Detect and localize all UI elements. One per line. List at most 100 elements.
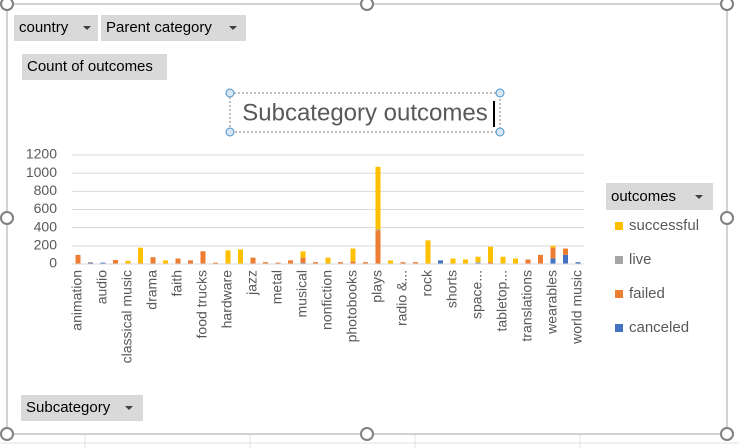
bar-segment xyxy=(513,258,518,264)
chart-handles xyxy=(0,0,734,441)
y-tick-label: 1000 xyxy=(26,164,57,180)
x-tick-label: tabletop... xyxy=(494,270,510,332)
bar-segment xyxy=(338,262,343,264)
x-tick-label: photobooks xyxy=(344,270,360,342)
bar-segment xyxy=(313,262,318,264)
bar-segment xyxy=(463,259,468,264)
bar-segment xyxy=(475,262,481,264)
bar-segment xyxy=(125,260,131,264)
bar-segment xyxy=(400,262,406,264)
axis-field-button[interactable]: Subcategory xyxy=(21,395,143,421)
legend-label: live xyxy=(629,251,652,268)
bar-segment xyxy=(75,254,81,264)
x-tick-label: classical music xyxy=(119,270,135,363)
bar-segment xyxy=(550,245,556,248)
bar-segment xyxy=(213,262,218,264)
bar-segment xyxy=(300,257,306,264)
y-tick-label: 400 xyxy=(34,218,58,234)
bar-segment xyxy=(275,262,281,264)
filter-label: country xyxy=(19,19,69,36)
y-tick-label: 600 xyxy=(34,200,58,216)
bar-segment xyxy=(550,247,556,259)
bar-segment xyxy=(150,257,156,264)
legend-field-button[interactable]: outcomes xyxy=(606,183,713,210)
bar-segment xyxy=(575,262,581,264)
bar-segment xyxy=(563,248,568,255)
bar-segment xyxy=(250,257,256,264)
x-tick-label: world music xyxy=(569,270,585,345)
x-tick-label: audio xyxy=(94,270,110,304)
value-field-label: Count of outcomes xyxy=(27,58,153,75)
legend-swatch xyxy=(615,222,623,230)
x-tick-label: food trucks xyxy=(194,270,210,338)
y-tick-label: 800 xyxy=(34,182,58,198)
bar-segment xyxy=(525,259,531,264)
bar-segment xyxy=(138,247,143,264)
bar-segment xyxy=(300,251,306,258)
bar-segment xyxy=(350,248,356,262)
bar-segment xyxy=(425,240,431,264)
legend-label: failed xyxy=(629,285,665,302)
x-tick-label: nonfiction xyxy=(319,270,335,330)
legend-label: successful xyxy=(629,217,699,234)
bar-segment xyxy=(163,260,168,264)
axis-field-label: Subcategory xyxy=(26,399,111,416)
bar-segment xyxy=(500,256,506,264)
bar-segment xyxy=(238,249,243,264)
bar-segment xyxy=(488,262,493,264)
y-tick-label: 0 xyxy=(49,255,57,271)
bar-segment xyxy=(100,262,106,264)
x-tick-label: animation xyxy=(69,270,85,331)
bar-segment xyxy=(538,254,543,264)
filter-label: Parent category xyxy=(106,19,212,36)
legend-label: canceled xyxy=(629,319,689,336)
chart-title[interactable]: Subcategory outcomes xyxy=(242,99,487,126)
title-selection xyxy=(229,92,501,133)
y-tick-label: 200 xyxy=(34,237,58,253)
bar-segment xyxy=(563,254,568,264)
bar-segment xyxy=(450,258,456,264)
filter-button[interactable]: country xyxy=(14,15,98,41)
bar-segment xyxy=(113,259,118,264)
x-tick-label: plays xyxy=(369,270,385,303)
bar-segment xyxy=(375,166,381,230)
value-field-button[interactable]: Count of outcomes xyxy=(22,54,167,80)
bar-segment xyxy=(188,260,193,264)
bar-segment xyxy=(175,258,181,264)
bar-segment xyxy=(488,246,493,263)
x-tick-label: faith xyxy=(169,270,185,296)
x-tick-label: radio &... xyxy=(394,270,410,326)
bar-segment xyxy=(200,251,206,264)
bar-segment xyxy=(388,260,393,264)
bar-segment xyxy=(375,229,381,231)
x-tick-label: musical xyxy=(294,270,310,317)
x-tick-label: metal xyxy=(269,270,285,304)
filter-button[interactable]: Parent category xyxy=(101,15,246,41)
bar-segment xyxy=(325,257,331,264)
bar-segment xyxy=(263,262,268,264)
bar-segment xyxy=(550,258,556,264)
x-tick-label: space... xyxy=(469,270,485,319)
y-tick-label: 1200 xyxy=(26,146,57,162)
bar-segment xyxy=(438,260,443,264)
bar-segment xyxy=(413,262,418,264)
legend-swatch xyxy=(615,256,623,264)
bar-segment xyxy=(288,260,293,264)
bar-segment xyxy=(88,262,93,264)
bar-segment xyxy=(225,250,231,264)
title-handles xyxy=(225,88,505,137)
bar-segment xyxy=(363,262,368,264)
legend-swatch xyxy=(615,290,623,298)
bar-segment xyxy=(375,230,381,264)
x-tick-label: shorts xyxy=(444,270,460,308)
x-tick-label: translations xyxy=(519,270,535,342)
sheet-grid xyxy=(0,434,739,448)
bar-segment xyxy=(350,261,356,264)
x-tick-label: wearables xyxy=(544,270,560,335)
x-tick-label: jazz xyxy=(244,270,260,296)
x-tick-label: rock xyxy=(419,269,435,296)
x-tick-label: drama xyxy=(144,270,160,310)
x-tick-label: hardware xyxy=(219,270,235,329)
